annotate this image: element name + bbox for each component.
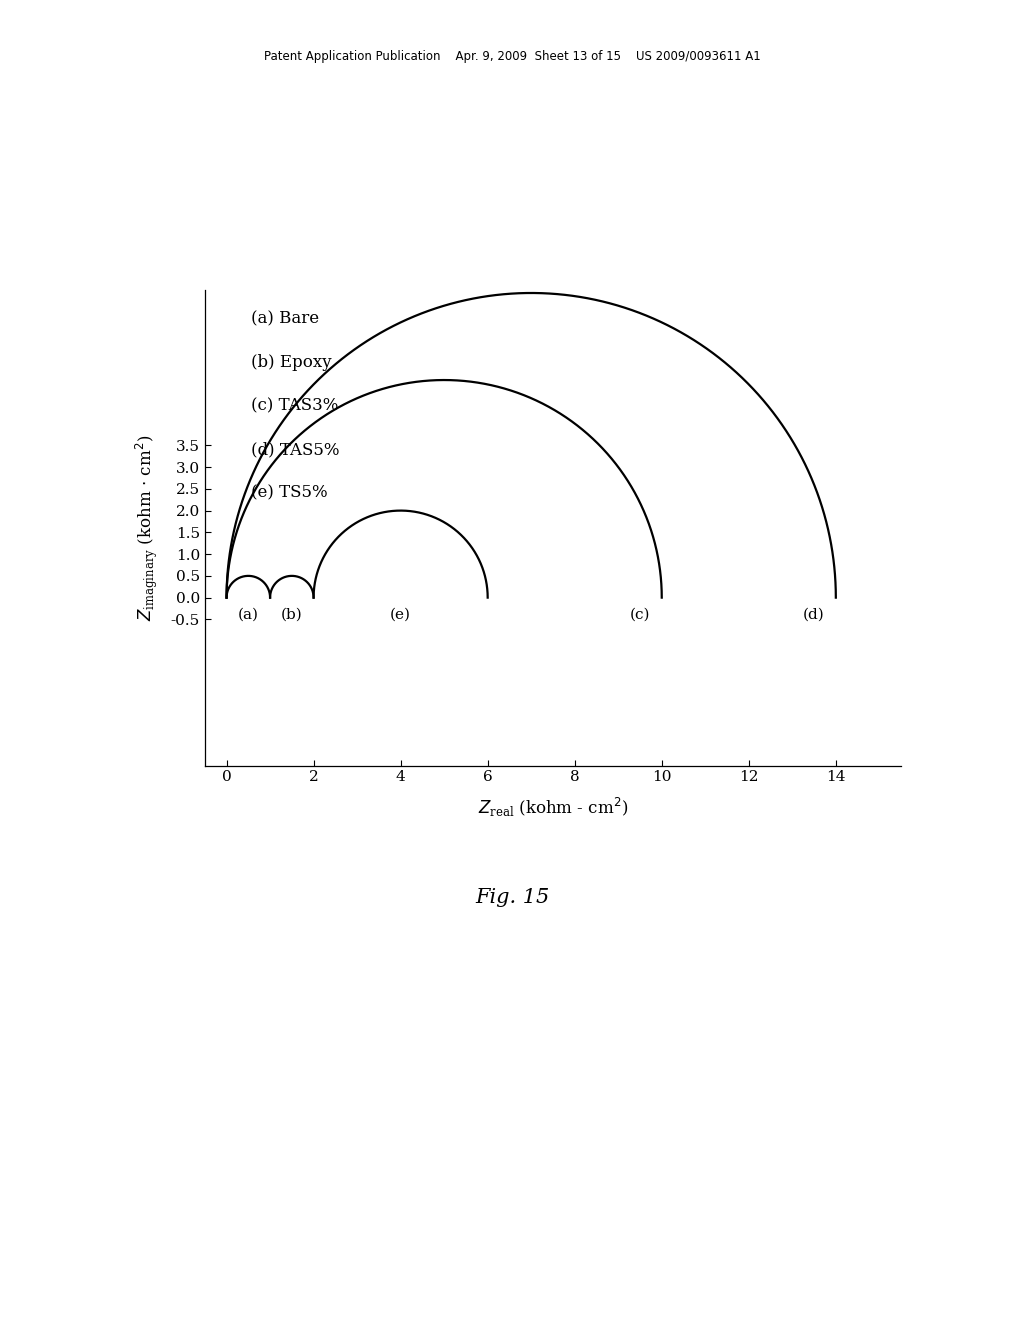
Text: (a) Bare: (a) Bare: [251, 310, 319, 327]
Text: (d): (d): [803, 607, 825, 622]
X-axis label: $Z_{\mathregular{real}}$ (kohm - cm$^2$): $Z_{\mathregular{real}}$ (kohm - cm$^2$): [478, 796, 628, 818]
Text: (c) TAS3%: (c) TAS3%: [251, 397, 338, 414]
Text: (d) TAS5%: (d) TAS5%: [251, 441, 339, 458]
Text: (e): (e): [390, 607, 412, 622]
Text: Fig. 15: Fig. 15: [475, 888, 549, 907]
Text: Patent Application Publication    Apr. 9, 2009  Sheet 13 of 15    US 2009/009361: Patent Application Publication Apr. 9, 2…: [263, 50, 761, 63]
Text: (c): (c): [630, 607, 650, 622]
Text: (a): (a): [238, 607, 259, 622]
Text: (b) Epoxy: (b) Epoxy: [251, 354, 332, 371]
Y-axis label: $Z_{\mathregular{imaginary}}$ (kohm $\cdot$ cm$^2$): $Z_{\mathregular{imaginary}}$ (kohm $\cd…: [133, 434, 160, 622]
Text: (e) TS5%: (e) TS5%: [251, 484, 328, 502]
Text: (b): (b): [281, 607, 303, 622]
